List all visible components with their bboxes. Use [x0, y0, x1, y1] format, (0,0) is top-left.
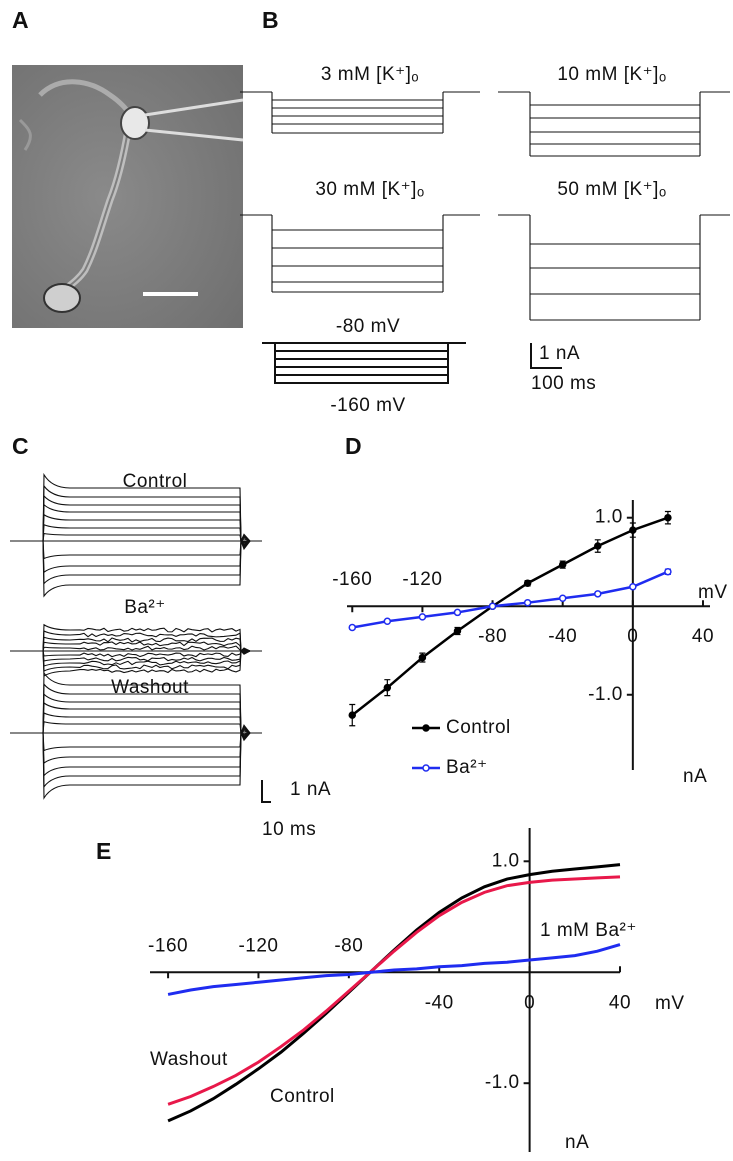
series-label: Control [270, 1086, 335, 1107]
x-tick-label: -80 [478, 626, 507, 647]
trace [272, 215, 443, 292]
micrograph [12, 65, 243, 328]
scale-label: 10 ms [262, 819, 316, 840]
data-point [630, 527, 636, 533]
y-axis-label: nA [565, 1132, 589, 1153]
trace [43, 703, 250, 737]
x-axis-label: mV [655, 993, 685, 1014]
x-tick-label: -120 [402, 569, 442, 590]
voltage-protocol [262, 343, 466, 383]
y-axis-label: nA [683, 766, 707, 787]
data-point [560, 562, 566, 568]
trace [43, 637, 250, 652]
data-point [595, 591, 601, 597]
data-point [665, 569, 671, 575]
series-label: 1 mM Ba²⁺ [540, 920, 637, 941]
trace-label: 3 mM [K⁺]ₒ [321, 64, 419, 85]
panel-label: D [345, 433, 362, 459]
data-point [525, 600, 531, 606]
data-point [525, 580, 531, 586]
legend-marker [423, 725, 429, 731]
trace-label: 10 mM [K⁺]ₒ [557, 64, 666, 85]
scale-label: 1 nA [290, 779, 331, 800]
protocol-label: -160 mV [330, 395, 405, 416]
trace [43, 534, 250, 596]
panel-label: B [262, 7, 279, 33]
data-point [454, 628, 460, 634]
trace [530, 92, 700, 156]
trace [43, 725, 250, 798]
trace [272, 92, 443, 133]
x-tick-label: -40 [548, 626, 577, 647]
data-point [419, 655, 425, 661]
series-line [168, 877, 620, 1104]
x-tick-label: -80 [334, 935, 363, 956]
x-tick-label: 40 [609, 992, 631, 1013]
trace [43, 649, 250, 666]
trace [43, 505, 250, 546]
data-point [349, 624, 355, 630]
x-tick-label: 40 [692, 626, 714, 647]
legend-label: Ba²⁺ [446, 757, 488, 778]
y-tick-label: 1.0 [595, 507, 623, 528]
trace [43, 728, 250, 776]
trace [43, 536, 250, 584]
series-line [352, 572, 668, 628]
data-point [349, 712, 355, 718]
data-point [595, 543, 601, 549]
trace [43, 515, 250, 544]
data-point [384, 685, 390, 691]
x-tick-label: -40 [425, 992, 454, 1013]
x-tick-label: -160 [148, 935, 188, 956]
y-tick-label: 1.0 [492, 850, 520, 871]
y-tick-label: -1.0 [588, 684, 623, 705]
legend-label: Control [446, 717, 511, 738]
scale-bar [262, 780, 271, 803]
trace-label: Control [123, 471, 188, 492]
trace [43, 539, 250, 559]
data-point [665, 515, 671, 521]
legend-marker [423, 765, 429, 771]
trace [43, 496, 250, 546]
trace [43, 525, 250, 543]
x-axis-label: mV [698, 582, 728, 603]
trace-label: Ba²⁺ [124, 597, 166, 618]
trace-label: Washout [111, 677, 189, 698]
x-tick-label: 0 [627, 626, 638, 647]
x-tick-label: -120 [238, 935, 278, 956]
trace [43, 729, 250, 763]
scale-label: 1 nA [539, 343, 580, 364]
y-tick-label: -1.0 [485, 1072, 520, 1093]
data-point [384, 618, 390, 624]
trace [43, 486, 250, 548]
data-point [454, 609, 460, 615]
data-point [630, 584, 636, 590]
trace-label: 30 mM [K⁺]ₒ [315, 179, 424, 200]
protocol-label: -80 mV [336, 316, 400, 337]
figure: A B 3 mM [K⁺]ₒ 10 mM [K⁺]ₒ 30 mM [K⁺]ₒ 5… [0, 0, 733, 1161]
trace [43, 731, 250, 751]
data-point [560, 595, 566, 601]
data-point [490, 603, 496, 609]
series-label: Washout [150, 1049, 228, 1070]
x-tick-label: 0 [524, 992, 535, 1013]
scale-label: 100 ms [531, 373, 596, 394]
panel-label: A [12, 7, 29, 33]
trace [43, 631, 250, 653]
x-tick-label: -160 [332, 569, 372, 590]
trace [43, 694, 250, 737]
data-point [419, 614, 425, 620]
series-line [168, 865, 620, 1121]
panel-label: E [96, 838, 112, 864]
panel-label: C [12, 433, 29, 459]
trace-label: 50 mM [K⁺]ₒ [557, 179, 666, 200]
